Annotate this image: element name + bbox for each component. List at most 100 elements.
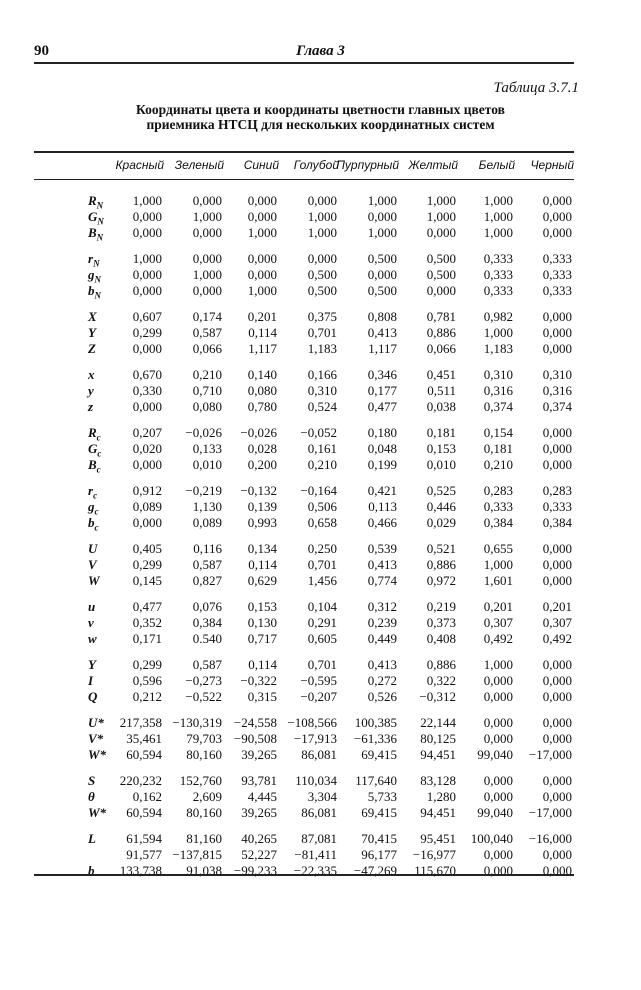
row-label: U* [88,715,104,736]
table-row: Bc 0,000 0,010 0,200 0,210 0,199 0,010 0,210 0,0… [88,457,574,475]
table-cell: 0,710 [192,383,222,398]
row-label-symbol: Y [88,325,96,340]
table-cell: 0,000 [483,847,513,862]
table-cell: 0,299 [132,325,162,340]
table-cell: 22,144 [420,715,456,730]
row-label-subscript: N [96,232,104,243]
table-cell: 0,089 [132,499,162,514]
row-label-symbol: r [88,483,94,498]
row-label-symbol: B [88,225,97,240]
chapter-heading: Глава 3 [296,43,345,59]
table-cell: 0,210 [483,457,513,472]
table-row: rN 1,000 0,000 0,000 0,000 0,500 0,500 0,333 0,3… [88,251,574,269]
table-cell: 0,315 [247,689,277,704]
table-cell: 0,212 [132,689,162,704]
table-cell: 0,000 [483,715,513,730]
table-cell: 0,000 [483,731,513,746]
table-cell: 61,594 [126,831,162,846]
table-row: y 0,330 0,710 0,080 0,310 0,177 0,511 0,316 0,31… [88,383,574,399]
table-cell: 0,201 [542,599,572,614]
table-cell: 1,000 [307,225,337,240]
table-cell: −16,000 [528,831,572,846]
table-cell: 152,760 [179,773,222,788]
table-cell: 0,307 [542,615,572,630]
row-label-symbol: V [88,557,97,572]
table-cell: 0,181 [426,425,456,440]
table-cell: 0,886 [426,657,456,672]
table-cell: 0,408 [426,631,456,646]
table-cell: 0,134 [247,541,277,556]
table-cell: −0,207 [300,689,337,704]
row-label: Q [88,689,97,710]
table-cell: 35,461 [126,731,162,746]
table-cell: 0,171 [132,631,162,646]
table-cell: 0,000 [247,251,277,266]
table-cell: 5,733 [367,789,397,804]
row-label-subscript: c [94,522,99,533]
table-cell: 117,640 [355,773,397,788]
table-cell: 1,000 [426,209,456,224]
table-cell: 0,291 [307,615,337,630]
table-cell: 4,445 [247,789,277,804]
row-label-symbol: R [88,193,97,208]
table-cell: 0,352 [132,615,162,630]
table-cell: 1,000 [483,657,513,672]
row-label: Bc [88,457,101,478]
table-cell: 0,780 [247,399,277,414]
table-cell: 0,080 [192,399,222,414]
row-label: w [88,631,97,652]
table-row: Y 0,299 0,587 0,114 0,701 0,413 0,886 1,000 0,00… [88,657,574,673]
table-cell: 0,421 [367,483,397,498]
table-cell: 1,000 [483,225,513,240]
table-cell: 0,000 [542,773,572,788]
table-cell: 0,310 [483,367,513,382]
table-cell: 0,000 [192,193,222,208]
table-cell: 0,219 [426,599,456,614]
row-label-symbol: R [88,425,97,440]
table-row: gc 0,089 1,130 0,139 0,506 0,113 0,446 0,333 0,3… [88,499,574,517]
table-cell: 0,451 [426,367,456,382]
row-label-symbol: W* [88,747,107,762]
table-cell: −0,273 [185,673,222,688]
table-cell: 0,000 [132,283,162,298]
table-cell: 0,413 [367,557,397,572]
table-cell: 0,521 [426,541,456,556]
table-cell: 0,781 [426,309,456,324]
table-row: z 0,000 0,080 0,780 0,524 0,477 0,038 0,374 0,37… [88,399,574,415]
table-cell: 0,076 [192,599,222,614]
table-row: gN 0,000 1,000 0,000 0,500 0,000 0,500 0,333 0,3… [88,267,574,285]
table-cell: 0,020 [132,441,162,456]
table-cell: 86,081 [301,747,337,762]
table-cell: 0,701 [307,557,337,572]
table-cell: 91,577 [126,847,162,862]
table-cell: −0,132 [240,483,277,498]
table-cell: −130,319 [172,715,222,730]
table-row: U 0,405 0,116 0,134 0,250 0,539 0,521 0,655 0,00… [88,541,574,557]
row-label-symbol: G [88,209,98,224]
table-cell: 0,333 [542,267,572,282]
table-cell: −24,558 [233,715,277,730]
table-cell: 0,701 [307,657,337,672]
table-cell: 0,000 [367,267,397,282]
table-row: v 0,352 0,384 0,130 0,291 0,239 0,373 0,307 0,30… [88,615,574,631]
table-cell: 0,413 [367,325,397,340]
table-cell: 0,596 [132,673,162,688]
row-label: bc [88,515,99,536]
table-cell: 79,703 [186,731,222,746]
table-cell: 0,140 [247,367,277,382]
table-cell: 0,000 [132,209,162,224]
table-cell: 0,492 [483,631,513,646]
table-row: Gc 0,020 0,133 0,028 0,161 0,048 0,153 0,181 0,0… [88,441,574,459]
row-label-symbol: g [88,267,95,282]
table-row: V 0,299 0,587 0,114 0,701 0,413 0,886 1,000 0,00… [88,557,574,573]
table-cell: 0,153 [426,441,456,456]
table-cell: −137,815 [172,847,222,862]
table-cell: 0,607 [132,309,162,324]
table-cell: 0,886 [426,557,456,572]
table-cell: 0,000 [132,457,162,472]
table-row: W* 60,594 80,160 39,265 86,081 69,415 94,451 99… [88,747,574,763]
table-cell: 1,456 [307,573,337,588]
table-row: w 0,171 0.540 0,717 0,605 0,449 0,408 0,492 0,49… [88,631,574,647]
table-cell: 0,500 [307,267,337,282]
table-row: W* 60,594 80,160 39,265 86,081 69,415 94,451 99… [88,805,574,821]
